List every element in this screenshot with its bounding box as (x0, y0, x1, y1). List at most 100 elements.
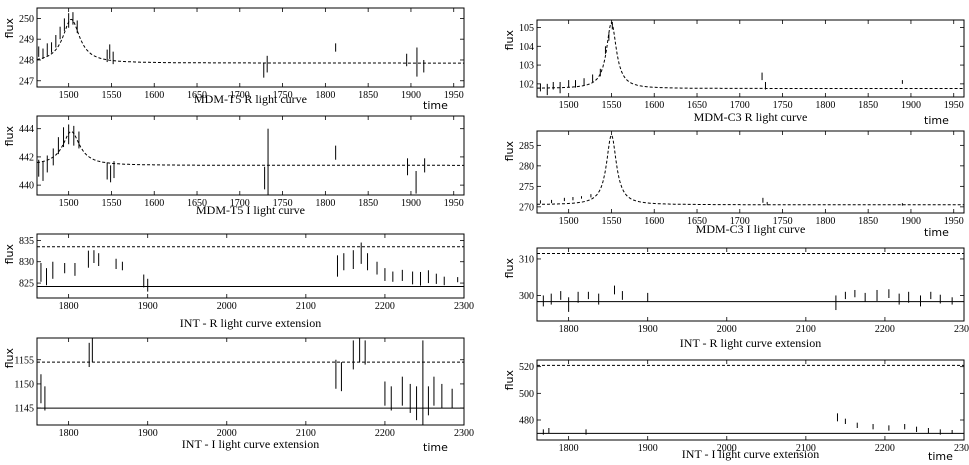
x-tick-label: 1900 (401, 198, 421, 209)
x-tick-label: 1850 (858, 100, 878, 111)
x-tick-label: 1500 (59, 198, 79, 209)
x-tick-label: 1650 (187, 90, 207, 101)
y-tick-label: 480 (519, 416, 534, 427)
data-layer (37, 12, 464, 78)
x-tick-label: 2100 (296, 301, 316, 312)
x-axis-label: time (423, 441, 448, 454)
model-curve (37, 18, 464, 64)
plot-frame (36, 115, 465, 196)
x-tick-label: 1700 (230, 90, 250, 101)
x-tick-label: 2100 (796, 324, 816, 335)
x-tick-label: 1800 (559, 443, 579, 454)
x-tick-label: 1900 (401, 90, 421, 101)
x-tick-label: 1900 (638, 324, 658, 335)
data-layer (537, 364, 964, 435)
x-tick-label: 1900 (138, 428, 158, 439)
y-axis-label: flux (503, 370, 516, 391)
x-tick-label: 1800 (59, 428, 79, 439)
x-tick-label: 2200 (875, 443, 895, 454)
x-tick-label: 2200 (375, 428, 395, 439)
y-tick-label: 300 (519, 291, 534, 302)
x-tick-label: 2000 (717, 324, 737, 335)
x-tick-label: 2000 (217, 301, 237, 312)
plot-frame (536, 247, 965, 322)
x-tick-label: 1800 (59, 301, 79, 312)
x-tick-label: 1750 (773, 216, 793, 227)
x-tick-label: 1950 (944, 216, 964, 227)
x-tick-label: 1650 (687, 100, 707, 111)
x-tick-label: 1700 (230, 198, 250, 209)
x-tick-label: 1600 (144, 90, 164, 101)
y-tick-label: 825 (19, 279, 34, 290)
x-axis-label: time (924, 226, 949, 239)
panel-4: 1800 1900 2000 2100 2200 2300 1145 1150 1155flux… (3, 337, 474, 454)
x-tick-label: 1750 (773, 100, 793, 111)
panel-2: 1500 1550 1600 1650 1700 1750 1800 1850 1900 1950… (3, 115, 465, 217)
y-tick-label: 103 (519, 61, 534, 72)
x-axis-label: time (924, 114, 949, 127)
x-tick-label: 2300 (454, 428, 474, 439)
panel-title: MDM-T5 R light curve (194, 92, 307, 106)
panel-1: 1500 1550 1600 1650 1700 1750 1800 1850 1900 1950… (3, 7, 465, 112)
x-tick-label: 1850 (358, 90, 378, 101)
x-tick-label: 1650 (687, 216, 707, 227)
x-tick-label: 1700 (730, 216, 750, 227)
plot-frame (536, 19, 965, 98)
y-axis-label: flux (503, 141, 516, 162)
y-tick-label: 310 (519, 254, 534, 265)
data-layer (537, 21, 964, 96)
y-axis-label: flux (3, 244, 16, 265)
x-tick-label: 1900 (638, 443, 658, 454)
x-tick-label: 2000 (717, 443, 737, 454)
x-tick-label: 1850 (858, 216, 878, 227)
x-tick-label: 1600 (644, 216, 664, 227)
x-tick-label: 1900 (901, 216, 921, 227)
x-tick-label: 1600 (144, 198, 164, 209)
y-tick-label: 248 (19, 55, 34, 66)
x-tick-label: 1900 (901, 100, 921, 111)
y-tick-label: 500 (519, 389, 534, 400)
x-tick-label: 1500 (559, 216, 579, 227)
model-curve (537, 21, 964, 89)
panel-6: 1500 1550 1600 1650 1700 1750 1800 1850 1900 1950… (503, 130, 965, 239)
x-tick-label: 1550 (101, 198, 121, 209)
x-tick-label: 1800 (815, 216, 835, 227)
plot-frame (536, 359, 965, 441)
x-tick-label: 1850 (358, 198, 378, 209)
data-layer (537, 252, 964, 312)
y-axis-label: flux (3, 126, 16, 147)
panel-title: INT - R light curve extension (680, 336, 821, 350)
y-tick-label: 1155 (14, 355, 34, 366)
y-tick-label: 444 (19, 124, 34, 135)
x-tick-label: 1950 (444, 90, 464, 101)
y-tick-label: 285 (519, 141, 534, 152)
plot-frame (536, 130, 965, 214)
panel-title: MDM-C3 I light curve (696, 222, 806, 236)
x-tick-label: 2000 (217, 428, 237, 439)
y-tick-label: 275 (519, 182, 534, 193)
x-tick-label: 2200 (375, 301, 395, 312)
data-layer (537, 134, 964, 206)
x-tick-label: 1500 (559, 100, 579, 111)
y-tick-label: 250 (19, 14, 34, 25)
y-tick-label: 440 (19, 181, 34, 192)
x-axis-label: time (928, 450, 953, 463)
y-axis-label: flux (503, 30, 516, 51)
x-tick-label: 2300 (954, 443, 969, 454)
panel-title: INT - I light curve extension (182, 437, 319, 451)
x-tick-label: 2100 (796, 443, 816, 454)
data-layer (37, 124, 464, 195)
x-tick-label: 2300 (454, 301, 474, 312)
x-tick-label: 1600 (644, 100, 664, 111)
y-tick-label: 105 (519, 23, 534, 34)
data-layer (37, 338, 464, 425)
x-tick-label: 1900 (138, 301, 158, 312)
y-tick-label: 442 (19, 152, 34, 163)
x-tick-label: 1750 (273, 90, 293, 101)
panel-title: INT - I light curve extension (682, 447, 819, 461)
model-curve (37, 130, 464, 166)
panel-title: MDM-T5 I light curve (196, 203, 305, 217)
data-layer (37, 242, 464, 292)
y-tick-label: 1145 (14, 404, 34, 415)
